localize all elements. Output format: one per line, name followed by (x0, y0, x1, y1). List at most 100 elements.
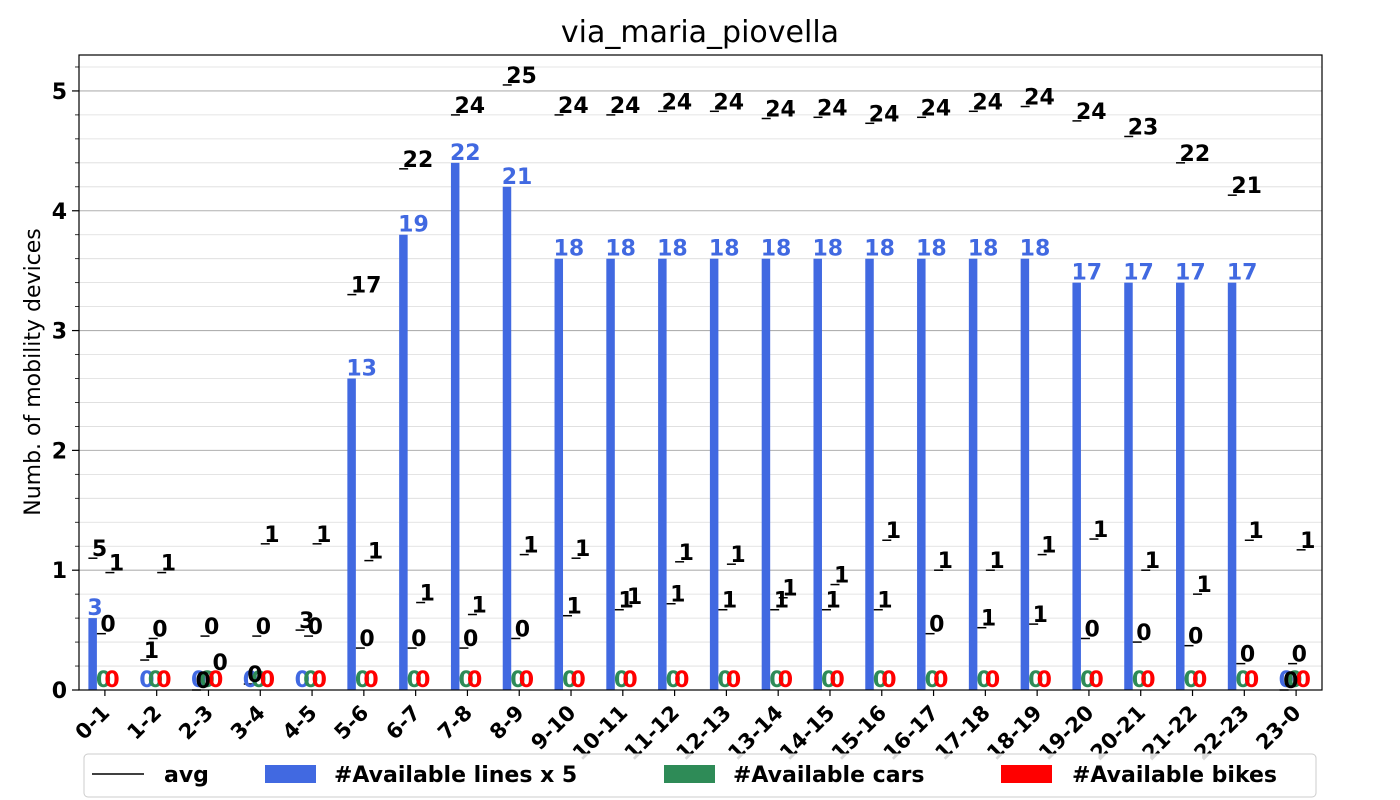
bar-value-label: 0 (1080, 668, 1095, 693)
legend-swatch (265, 765, 316, 783)
bar-value-label: 13 (346, 356, 377, 381)
bar (761, 258, 771, 690)
avg-value-label: 1 (981, 607, 996, 632)
avg-value-label: 0 (247, 663, 262, 688)
bar-value-label: 17 (1227, 261, 1258, 286)
avg-value-label: 0 (308, 615, 323, 640)
y-tick-label: 0 (52, 679, 67, 704)
avg-value-label: 0 (515, 617, 530, 642)
bar-value-label: 18 (554, 237, 585, 262)
avg-value-label: 24 (610, 94, 641, 119)
bar-value-label: 0 (1279, 668, 1294, 693)
avg-value-label: 0 (463, 627, 478, 652)
avg-value-label: 24 (454, 94, 485, 119)
bar (347, 378, 356, 690)
bar-value-label: 0 (778, 668, 793, 693)
x-tick-label: 1-2 (122, 701, 166, 745)
bar-value-label: 0 (1140, 668, 1155, 693)
bar (1124, 282, 1133, 690)
bar-value-label: 0 (1088, 668, 1103, 693)
bar-value-label: 0 (571, 668, 586, 693)
avg-value-label: 0 (1292, 643, 1307, 668)
avg-value-label: 1 (825, 589, 840, 614)
bar-value-label: 0 (976, 668, 991, 693)
bar-value-label: 0 (251, 668, 266, 693)
x-tick-label: 7-8 (433, 701, 477, 745)
avg-value-label: 0 (212, 651, 227, 676)
bar-value-label: 0 (726, 668, 741, 693)
avg-value-label: 24 (558, 94, 589, 119)
bar (1072, 282, 1081, 690)
bar-value-label: 0 (1296, 668, 1311, 693)
avg-value-label: 1 (1145, 549, 1160, 574)
avg-value-label: 24 (921, 96, 952, 121)
avg-value-label: 0 (100, 613, 115, 638)
avg-value-label: 17 (351, 274, 382, 299)
avg-value-label: 1 (264, 523, 279, 548)
bar-value-label: 0 (104, 668, 119, 693)
bar-value-label: 0 (1132, 668, 1147, 693)
x-tick-label: 8-9 (485, 701, 529, 745)
avg-value-label: 22 (1180, 142, 1211, 167)
bar-value-label: 18 (968, 237, 999, 262)
avg-value-label: 24 (1076, 100, 1107, 125)
bar-value-label: 0 (467, 668, 482, 693)
bar (554, 258, 564, 690)
bar-value-label: 18 (709, 237, 740, 262)
bar-value-label: 0 (363, 668, 378, 693)
x-tick-label: 23-0 (1252, 701, 1306, 755)
bar-value-label: 21 (502, 165, 533, 190)
legend-label: avg (164, 763, 209, 788)
avg-value-label: 1 (722, 589, 737, 614)
avg-value-label: 1 (1197, 573, 1212, 598)
bar-value-label: 17 (1123, 261, 1154, 286)
avg-value-label: 1 (1033, 603, 1048, 628)
bar (917, 258, 926, 690)
bar-value-label: 0 (1184, 668, 1199, 693)
x-tick-label: 2-3 (174, 701, 218, 745)
bar-value-label: 18 (1020, 237, 1051, 262)
bar-value-label: 0 (208, 668, 223, 693)
avg-value-label: 1 (730, 543, 745, 568)
y-tick-label: 3 (52, 320, 67, 345)
legend-swatch (664, 765, 715, 783)
bar-value-label: 0 (458, 668, 473, 693)
bar-value-label: 0 (243, 668, 258, 693)
chart-title: via_maria_piovella (561, 15, 839, 50)
bar-value-label: 0 (614, 668, 629, 693)
bar-value-label: 18 (812, 237, 843, 262)
avg-value-label: 1 (670, 583, 685, 608)
avg-value-label: 1 (1093, 518, 1108, 543)
avg-value-label: 22 (403, 148, 434, 173)
bar-value-label: 0 (139, 668, 154, 693)
bar-value-label: 0 (355, 668, 370, 693)
bar-value-label: 0 (666, 668, 681, 693)
bar (865, 258, 874, 690)
x-tick-label: 3-4 (226, 701, 270, 745)
bars (88, 162, 1237, 690)
bar (968, 258, 978, 690)
bar-value-label: 0 (562, 668, 577, 693)
avg-value-label: 1 (938, 549, 953, 574)
avg-value-label: 1 (679, 541, 694, 566)
bar-value-label: 18 (916, 237, 947, 262)
avg-value-label: 24 (1024, 86, 1055, 111)
bar-value-label: 0 (829, 668, 844, 693)
bar (399, 234, 408, 690)
bar-value-label: 0 (717, 668, 732, 693)
avg-value-label: 25 (506, 64, 537, 89)
bar (88, 618, 97, 690)
avg-value-label: 24 (662, 90, 693, 115)
avg-value-label: 1 (144, 639, 159, 664)
bar-value-label: 18 (864, 237, 895, 262)
bar-value-label: 0 (925, 668, 940, 693)
avg-value-label: 1 (316, 523, 331, 548)
bar (709, 258, 719, 690)
bar-value-label: 0 (519, 668, 534, 693)
x-tick-label: 6-7 (381, 701, 425, 745)
bar-value-label: 0 (769, 668, 784, 693)
bar-value-label: 0 (985, 668, 1000, 693)
avg-value-label: 1 (420, 582, 435, 607)
avg-value-label: 0 (1084, 617, 1099, 642)
bar-value-label: 0 (156, 668, 171, 693)
